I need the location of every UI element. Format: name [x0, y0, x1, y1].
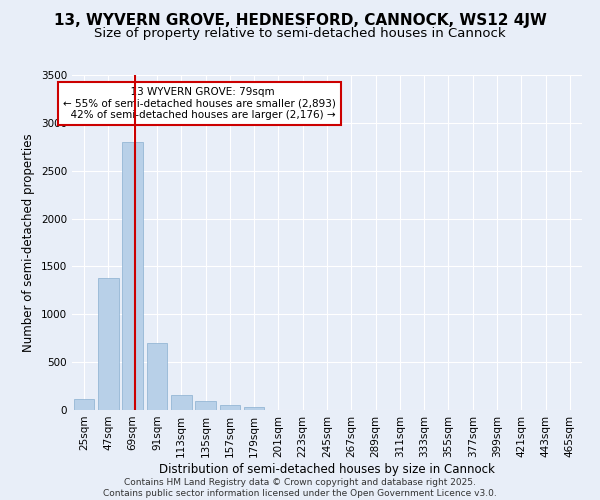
- Text: Size of property relative to semi-detached houses in Cannock: Size of property relative to semi-detach…: [94, 28, 506, 40]
- Text: Contains HM Land Registry data © Crown copyright and database right 2025.
Contai: Contains HM Land Registry data © Crown c…: [103, 478, 497, 498]
- Bar: [244, 407, 265, 410]
- Bar: [195, 402, 216, 410]
- Bar: [74, 398, 94, 410]
- Y-axis label: Number of semi-detached properties: Number of semi-detached properties: [22, 133, 35, 352]
- Bar: [122, 142, 143, 410]
- Text: 13, WYVERN GROVE, HEDNESFORD, CANNOCK, WS12 4JW: 13, WYVERN GROVE, HEDNESFORD, CANNOCK, W…: [53, 12, 547, 28]
- Bar: [146, 343, 167, 410]
- Bar: [220, 405, 240, 410]
- X-axis label: Distribution of semi-detached houses by size in Cannock: Distribution of semi-detached houses by …: [159, 462, 495, 475]
- Text: 13 WYVERN GROVE: 79sqm
← 55% of semi-detached houses are smaller (2,893)
  42% o: 13 WYVERN GROVE: 79sqm ← 55% of semi-det…: [63, 86, 336, 120]
- Bar: [171, 394, 191, 410]
- Bar: [98, 278, 119, 410]
